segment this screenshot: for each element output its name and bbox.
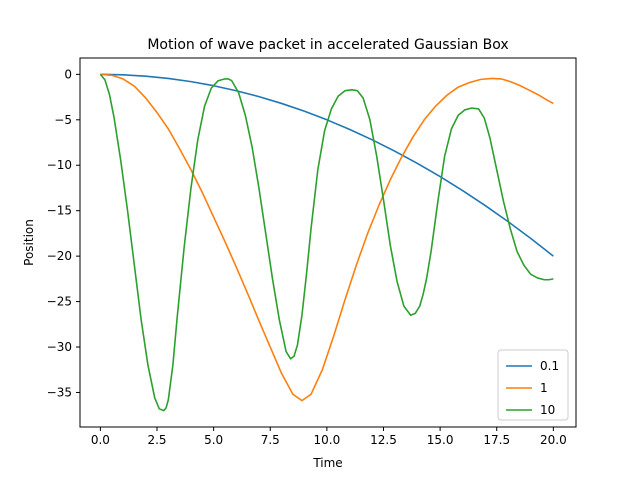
legend-label-10: 10: [540, 403, 555, 417]
series-line-0-1: [100, 73, 554, 257]
y-tick-label: 0: [64, 67, 72, 81]
x-tick-label: 12.5: [370, 433, 397, 447]
y-tick-label: −15: [47, 204, 72, 218]
y-tick-label: −10: [47, 158, 72, 172]
axes-frame: [79, 57, 577, 428]
y-tick-label: −25: [47, 295, 72, 309]
x-tick-label: 7.5: [261, 433, 280, 447]
x-axis-ticks: 0.0 2.5 5.0 7.5 10.0 12.5 15.0 17.5 20.0: [91, 427, 567, 447]
x-tick-label: 10.0: [314, 433, 341, 447]
y-tick-label: −35: [47, 385, 72, 399]
legend-box: [497, 349, 569, 421]
x-tick-label: 20.0: [540, 433, 567, 447]
x-tick-label: 0.0: [91, 433, 110, 447]
y-axis-ticks: 0 −5 −10 −15 −20 −25 −30 −35: [47, 67, 80, 399]
series-line-10: [99, 73, 554, 412]
x-tick-label: 17.5: [483, 433, 510, 447]
legend-label-0-1: 0.1: [540, 359, 559, 373]
y-axis-label: Position: [22, 219, 36, 266]
x-tick-label: 5.0: [204, 433, 223, 447]
chart-title: Motion of wave packet in accelerated Gau…: [147, 37, 508, 53]
legend: 0.1 1 10: [497, 349, 569, 421]
legend-label-1: 1: [540, 381, 548, 395]
y-tick-label: −5: [54, 113, 72, 127]
y-tick-label: −20: [47, 249, 72, 263]
x-axis-label: Time: [312, 456, 342, 470]
series-line-1: [100, 73, 554, 402]
x-tick-label: 2.5: [147, 433, 166, 447]
x-tick-label: 15.0: [427, 433, 454, 447]
y-tick-label: −30: [47, 340, 72, 354]
